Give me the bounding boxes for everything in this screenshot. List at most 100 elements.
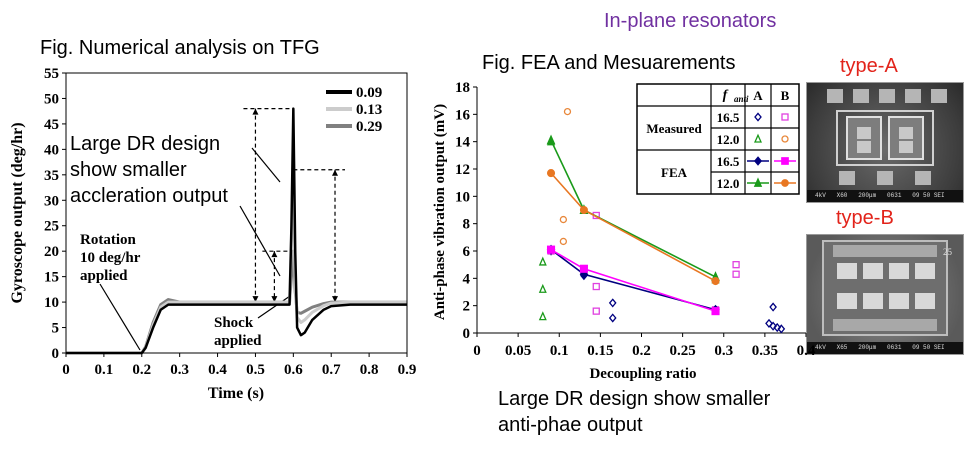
left-x-tick-label: 0.4 [208, 362, 227, 378]
left-x-tick-label: 0 [62, 362, 70, 378]
left-y-tick-label: 5 [52, 321, 60, 337]
left-x-tick-label: 0.2 [132, 362, 151, 378]
left-x-tick-label: 0.5 [246, 362, 265, 378]
data-point-triangle [546, 134, 556, 145]
note-pointer-to-vertical [251, 147, 281, 183]
rotation-note-line-3: applied [80, 268, 128, 284]
legend-marker-fea-square [781, 157, 789, 165]
shock-note-line-1: Shock [214, 315, 254, 331]
right-y-tick-label: 0 [463, 326, 471, 342]
legend-header-b: B [781, 88, 790, 103]
sem-image-type-b: 25 4kV X65 200μm 0631 09 50 SEI [806, 234, 964, 355]
sem-b-info-bar: 4kV X65 200μm 0631 09 50 SEI [807, 342, 963, 354]
right-x-tick-label: 0.1 [550, 343, 569, 359]
right-series-diamond-open [547, 246, 786, 334]
right-series-circle-filled-line [546, 169, 720, 286]
legend-frequency: 16.5 [717, 110, 740, 125]
right-figure-title: Fig. FEA and Mesuarements [482, 52, 736, 74]
inplane-title: In-plane resonators [604, 10, 777, 32]
legend-marker-fea-circle [781, 179, 789, 187]
left-legend-label: 0.13 [356, 102, 382, 118]
left-x-tick-label: 0.9 [398, 362, 417, 378]
data-point-diamond [773, 322, 782, 333]
sem-b-corner-label: 25 [943, 247, 953, 257]
right-legend-table: f anti A B Measured FEA 16.5 12.0 16.5 12.0 [636, 83, 800, 195]
left-y-tick-label: 20 [44, 244, 59, 260]
left-x-tick-label: 0.1 [95, 362, 114, 378]
right-x-tick-label: 0.05 [505, 343, 531, 359]
arrow-head-up [271, 251, 278, 258]
left-y-tick-label: 40 [44, 142, 59, 158]
left-legend: 0.090.130.29 [326, 85, 382, 135]
right-series-square-open [547, 211, 740, 315]
arrow-head-down [252, 296, 259, 303]
legend-marker-measured-a-165 [754, 112, 762, 122]
fea-line-square [550, 248, 716, 312]
data-point-circle [546, 169, 556, 178]
right-y-tick-label: 12 [455, 162, 470, 178]
right-x-axis-label: Decoupling ratio [589, 366, 696, 382]
left-note-line-2: show smaller [70, 159, 187, 181]
data-point-diamond [769, 321, 777, 331]
arrow-head-up [332, 169, 339, 176]
type-b-structure-drawing: 25 [822, 240, 953, 336]
legend-marker-fea-diamond [753, 156, 763, 166]
rotation-note-line-2: 10 deg/hr [80, 250, 141, 266]
legend-marker-measured-b-120 [781, 135, 789, 143]
legend-marker-fea-triangle [753, 177, 763, 187]
rotation-pointer [99, 283, 141, 351]
right-x-tick-label: 0.15 [587, 343, 613, 359]
left-plot-frame [65, 72, 408, 354]
left-note-line-3: accleration output [70, 185, 228, 207]
right-x-tick-label: 0 [473, 343, 481, 359]
type-a-label: type-A [840, 55, 898, 77]
data-point-diamond [765, 318, 773, 329]
data-point-square [732, 270, 740, 278]
data-point-circle [711, 277, 720, 286]
legend-group-measured: Measured [646, 121, 702, 136]
data-point-square [546, 245, 556, 254]
data-point-diamond [769, 302, 777, 312]
right-y-tick-label: 14 [455, 135, 471, 151]
arrow-head-down [332, 296, 339, 303]
right-x-tick-label: 0.35 [752, 343, 778, 359]
left-y-tick-label: 35 [44, 168, 59, 184]
left-y-tick-label: 15 [44, 270, 59, 286]
data-point-square [732, 261, 740, 269]
right-y-tick-label: 8 [463, 217, 471, 233]
legend-frequency: 12.0 [717, 132, 740, 147]
legend-table-frame [636, 83, 800, 195]
legend-header-f-sub: anti [734, 94, 749, 104]
rotation-note-line-1: Rotation [80, 232, 136, 248]
left-note-line-1: Large DR design [70, 133, 220, 155]
legend-header-a: A [753, 88, 763, 103]
data-point-diamond [608, 298, 617, 308]
type-a-structure-drawing [827, 89, 947, 185]
right-x-tick-label: 0.2 [632, 343, 651, 359]
shock-pointer [257, 295, 291, 319]
data-point-diamond [608, 313, 617, 323]
data-point-square [711, 307, 720, 316]
left-figure-title: Fig. Numerical analysis on TFG [40, 37, 320, 59]
left-x-axis-label: Time (s) [208, 385, 264, 402]
left-y-tick-label: 30 [44, 193, 59, 209]
shock-note-line-2: applied [214, 333, 262, 349]
left-legend-label: 0.29 [356, 119, 382, 135]
data-point-square [592, 307, 600, 315]
right-x-tick-label: 0.25 [670, 343, 696, 359]
left-legend-label: 0.09 [356, 85, 382, 101]
right-y-tick-label: 6 [463, 244, 471, 260]
right-y-tick-label: 2 [463, 299, 471, 315]
left-series-line-009 [66, 107, 407, 355]
type-b-label: type-B [836, 207, 894, 229]
data-point-square [592, 282, 600, 291]
right-note-line-1: Large DR design show smaller [498, 388, 771, 410]
data-point-circle [563, 107, 572, 116]
left-y-tick-label: 55 [44, 66, 59, 82]
left-y-axis-label: Gyroscope output (deg/hr) [9, 122, 26, 303]
right-y-axis-label: Anti-phase vibration output (mV) [432, 104, 448, 320]
data-point-triangle [538, 256, 547, 266]
right-y-tick-label: 4 [463, 271, 471, 287]
